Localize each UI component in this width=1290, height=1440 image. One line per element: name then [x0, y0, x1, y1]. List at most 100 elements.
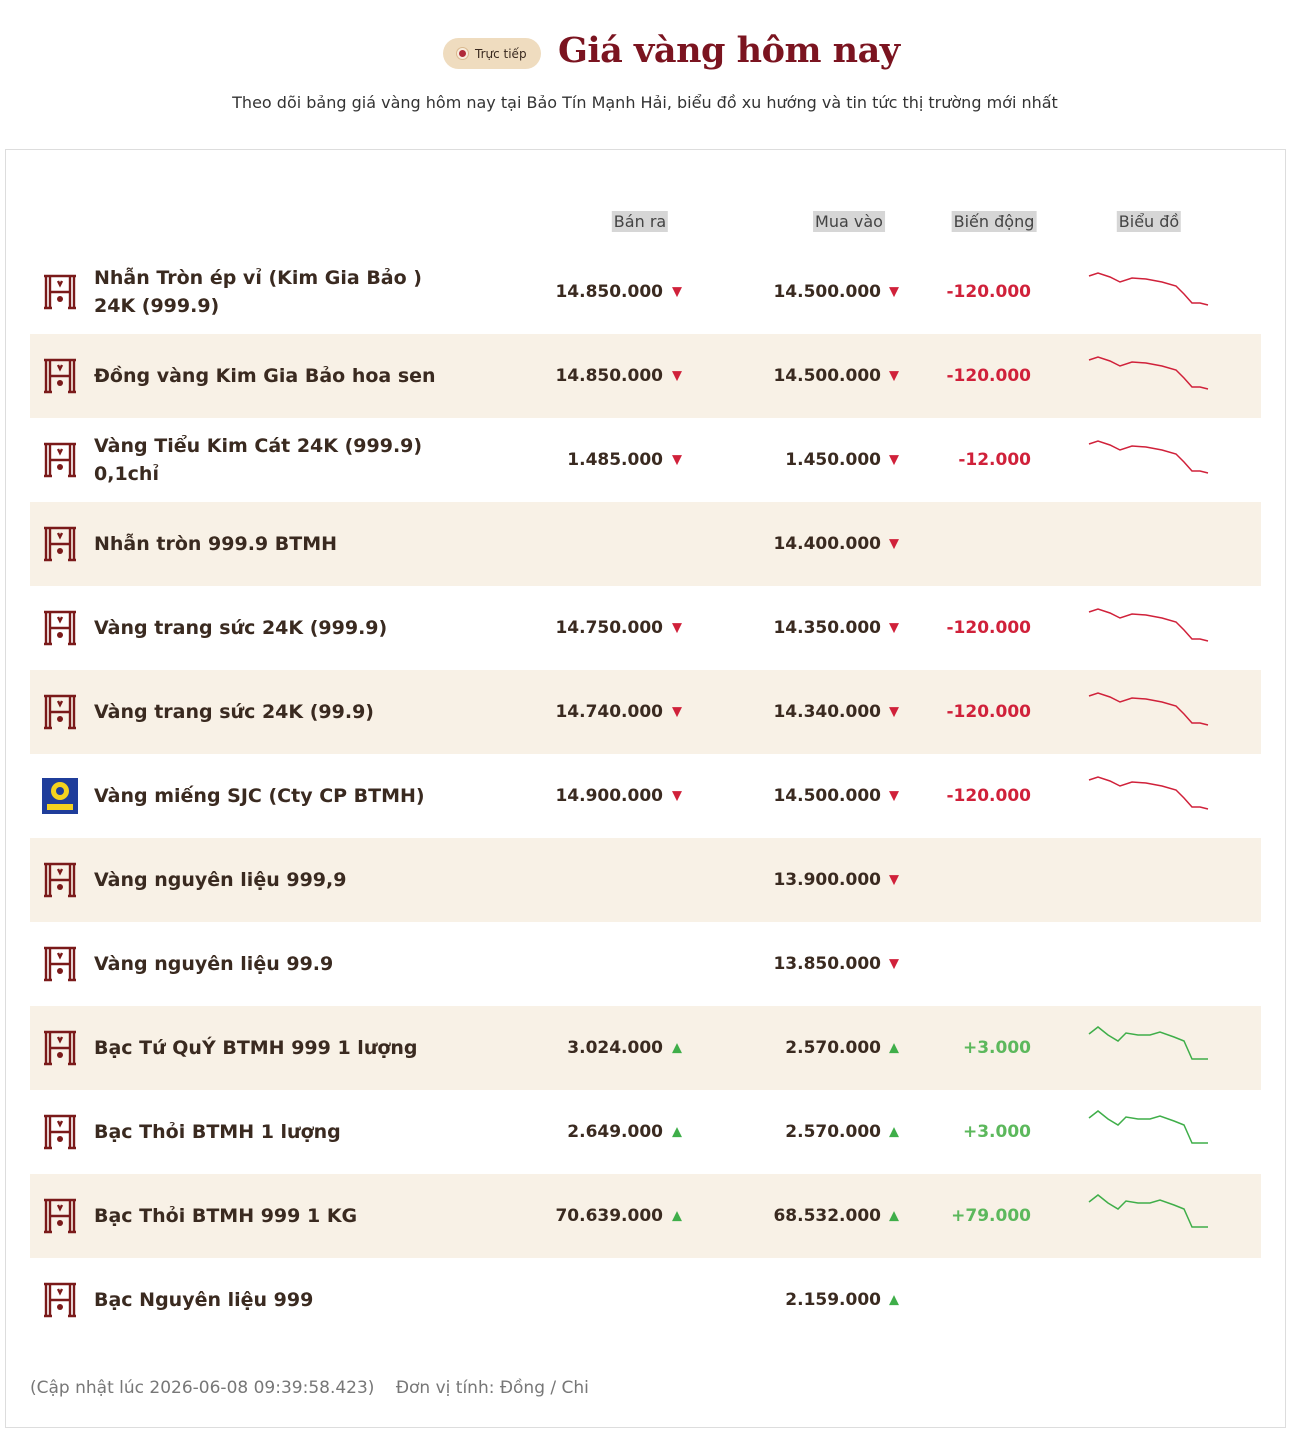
sparkline-path: [1088, 608, 1209, 642]
price-change: -120.000: [946, 702, 1032, 722]
sparkline-path: [1088, 440, 1209, 474]
table-body: Nhẫn Tròn ép vỉ (Kim Gia Bảo ) 24K (999.…: [30, 250, 1261, 1342]
price-row: Vàng Tiểu Kim Cát 24K (999.9) 0,1chỉ 1.48…: [30, 418, 1261, 502]
buy-price: 2.159.000: [785, 1290, 881, 1310]
brand-logo: [41, 777, 79, 815]
buy-price: 14.500.000: [773, 366, 881, 386]
sell-trend: ▲: [672, 1124, 682, 1140]
buy-trend: ▲: [889, 1124, 899, 1140]
buy-trend: ▼: [889, 368, 899, 384]
buy-price: 14.400.000: [773, 534, 881, 554]
table-header: Bán ra Mua vào Biến động Biểu đồ: [6, 150, 1285, 250]
price-row: Bạc Thỏi BTMH 999 1 KG 70.639.000 ▲ 68.532.…: [30, 1174, 1261, 1258]
product-name: Vàng Tiểu Kim Cát 24K (999.9) 0,1chỉ: [94, 435, 423, 485]
product-name: Nhẫn Tròn ép vỉ (Kim Gia Bảo ) 24K (999.…: [94, 267, 422, 317]
sparkline: [1088, 1110, 1208, 1144]
live-badge: Trực tiếp: [443, 38, 541, 69]
sparkline-path: [1088, 1194, 1208, 1228]
sparkline-path: [1088, 1110, 1208, 1144]
sell-price: 14.740.000: [555, 702, 663, 722]
live-dot: [457, 48, 468, 59]
product-name: Vàng miếng SJC (Cty CP BTMH): [94, 785, 425, 807]
sell-trend: ▲: [672, 1040, 682, 1056]
brand-logo: [41, 1113, 79, 1151]
sell-trend: ▼: [672, 452, 682, 468]
price-row: Đồng vàng Kim Gia Bảo hoa sen 14.850.000 ▼…: [30, 334, 1261, 418]
price-change: -12.000: [958, 450, 1031, 470]
sparkline: [1088, 776, 1209, 810]
product-name: Vàng nguyên liệu 99.9: [94, 953, 334, 975]
product-name: Bạc Tứ QuÝ BTMH 999 1 lượng: [94, 1037, 418, 1059]
sparkline-path: [1088, 1026, 1208, 1060]
sparkline-path: [1088, 776, 1209, 810]
buy-trend: ▲: [889, 1040, 899, 1056]
product-name: Nhẫn tròn 999.9 BTMH: [94, 533, 338, 555]
buy-price: 13.900.000: [773, 870, 881, 890]
unit-note: Đơn vị tính: Đồng / Chi: [395, 1378, 589, 1398]
sparkline: [1088, 440, 1209, 474]
sell-trend: ▼: [672, 368, 682, 384]
sell-price: 2.649.000: [567, 1122, 663, 1142]
brand-logo: [41, 1029, 79, 1067]
buy-price: 14.340.000: [773, 702, 881, 722]
sell-price: 14.850.000: [555, 282, 663, 302]
buy-price: 14.500.000: [773, 282, 881, 302]
column-header: Mua vào: [813, 211, 885, 232]
update-time: (Cập nhật lúc 2026-06-08 09:39:58.423): [30, 1378, 375, 1398]
buy-price: 68.532.000: [773, 1206, 881, 1226]
price-row: Vàng nguyên liệu 999,9 13.900.000 ▼: [30, 838, 1261, 922]
price-change: +79.000: [951, 1206, 1031, 1226]
product-name: Bạc Nguyên liệu 999: [94, 1289, 314, 1311]
sparkline: [1088, 1194, 1208, 1228]
price-card: Bán ra Mua vào Biến động Biểu đồ Nhẫn Tr…: [5, 149, 1286, 1428]
sparkline: [1088, 272, 1209, 306]
buy-trend: ▼: [889, 704, 899, 720]
brand-logo: [41, 357, 79, 395]
column-header: Bán ra: [611, 211, 669, 232]
product-name: Bạc Thỏi BTMH 999 1 KG: [94, 1205, 358, 1227]
buy-price: 1.450.000: [785, 450, 881, 470]
price-change: -120.000: [946, 786, 1032, 806]
sell-trend: ▼: [672, 284, 682, 300]
buy-trend: ▲: [889, 1292, 899, 1308]
sparkline-path: [1088, 356, 1209, 390]
price-change: -120.000: [946, 282, 1032, 302]
buy-trend: ▼: [889, 872, 899, 888]
sell-price: 70.639.000: [555, 1206, 663, 1226]
sell-price: 14.900.000: [555, 786, 663, 806]
badge-text: Trực tiếp: [475, 46, 527, 61]
brand-logo: [41, 441, 79, 479]
brand-logo: [41, 525, 79, 563]
table-footer: (Cập nhật lúc 2026-06-08 09:39:58.423) Đ…: [30, 1378, 605, 1398]
price-change: +3.000: [962, 1122, 1031, 1142]
brand-logo: [41, 945, 79, 983]
buy-price: 14.350.000: [773, 618, 881, 638]
price-row: Bạc Tứ QuÝ BTMH 999 1 lượng 3.024.000 ▲ 2.5…: [30, 1006, 1261, 1090]
product-name: Đồng vàng Kim Gia Bảo hoa sen: [94, 365, 436, 387]
price-change: -120.000: [946, 366, 1032, 386]
price-row: Nhẫn tròn 999.9 BTMH 14.400.000 ▼: [30, 502, 1261, 586]
buy-price: 2.570.000: [785, 1122, 881, 1142]
buy-trend: ▼: [889, 620, 899, 636]
product-name: Vàng trang sức 24K (999.9): [94, 617, 388, 639]
buy-price: 14.500.000: [773, 786, 881, 806]
brand-logo: [41, 609, 79, 647]
page-header: Trực tiếp Giá vàng hôm nay Theo dõi bảng…: [0, 0, 1290, 149]
buy-trend: ▼: [889, 452, 899, 468]
column-header: Biểu đồ: [1116, 211, 1182, 232]
price-row: Bạc Nguyên liệu 999 2.159.000 ▲: [30, 1258, 1261, 1342]
sell-trend: ▼: [672, 704, 682, 720]
sparkline-path: [1088, 692, 1209, 726]
sparkline: [1088, 692, 1209, 726]
sell-trend: ▼: [672, 788, 682, 804]
brand-logo: [41, 1281, 79, 1319]
sell-trend: ▲: [672, 1208, 682, 1224]
column-header: Biến động: [951, 211, 1037, 232]
price-row: Nhẫn Tròn ép vỉ (Kim Gia Bảo ) 24K (999.…: [30, 250, 1261, 334]
sell-price: 1.485.000: [567, 450, 663, 470]
buy-price: 13.850.000: [773, 954, 881, 974]
price-row: Vàng miếng SJC (Cty CP BTMH) 14.900.000 ▼ 1…: [30, 754, 1261, 838]
price-change: +3.000: [962, 1038, 1031, 1058]
